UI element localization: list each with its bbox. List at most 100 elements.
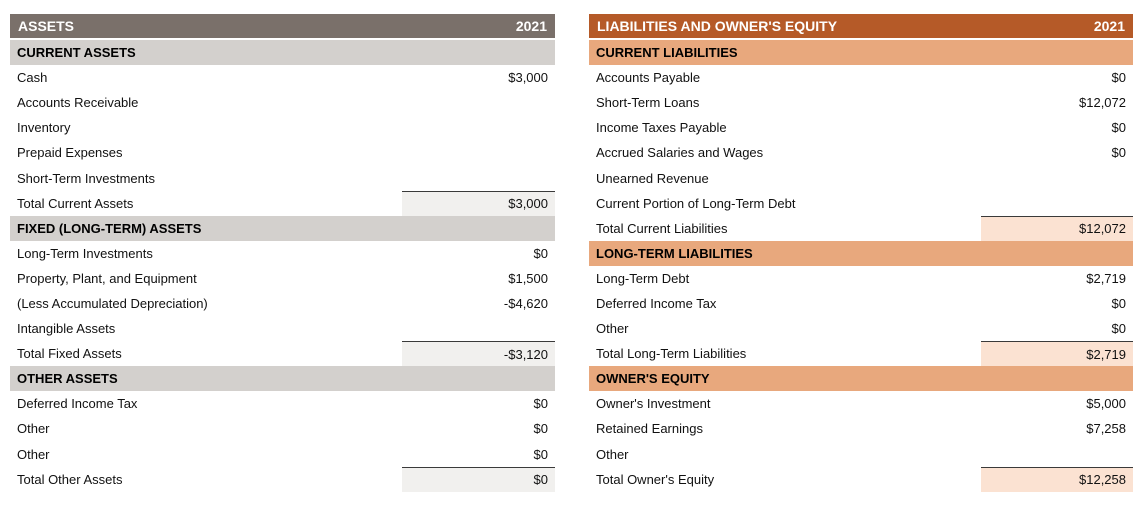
total-value: $3,000 bbox=[402, 190, 555, 216]
line-item-row: (Less Accumulated Depreciation) -$4,620 bbox=[10, 291, 555, 316]
line-item-row: Prepaid Expenses bbox=[10, 140, 555, 165]
total-value: $0 bbox=[402, 466, 555, 492]
line-item-label: Accounts Payable bbox=[596, 70, 701, 86]
total-row: Total Current Liabilities $12,072 bbox=[589, 215, 1133, 241]
assets-title: ASSETS bbox=[18, 18, 75, 34]
line-item-label: Other bbox=[596, 446, 629, 462]
line-item-row: Short-Term Loans $12,072 bbox=[589, 90, 1133, 115]
total-label: Total Current Liabilities bbox=[596, 220, 728, 236]
line-item-row: Other $0 bbox=[10, 416, 555, 441]
total-value: $12,072 bbox=[980, 215, 1133, 241]
line-item-value[interactable]: $2,719 bbox=[1086, 270, 1126, 286]
line-item-row: Accounts Receivable bbox=[10, 90, 555, 115]
line-item-value[interactable]: $0 bbox=[1111, 321, 1126, 337]
line-item-value[interactable]: $5,000 bbox=[1086, 396, 1126, 412]
line-item-value[interactable] bbox=[402, 90, 555, 115]
line-item-value[interactable]: $7,258 bbox=[1086, 421, 1126, 437]
assets-header-row: ASSETS 2021 bbox=[10, 14, 555, 40]
line-item-value[interactable] bbox=[402, 165, 555, 190]
line-item-label: Long-Term Investments bbox=[17, 245, 153, 261]
line-item-value[interactable]: $0 bbox=[1111, 145, 1126, 161]
line-item-value[interactable]: $0 bbox=[1111, 120, 1126, 136]
line-item-row: Inventory bbox=[10, 115, 555, 140]
line-item-label: Income Taxes Payable bbox=[596, 120, 727, 136]
line-item-row: Current Portion of Long-Term Debt bbox=[589, 191, 1133, 216]
line-item-label: Short-Term Investments bbox=[17, 170, 155, 186]
section-header-row: OWNER'S EQUITY bbox=[589, 366, 1133, 392]
line-item-label: Current Portion of Long-Term Debt bbox=[596, 195, 796, 211]
section-header-row: LONG-TERM LIABILITIES bbox=[589, 240, 1133, 266]
line-item-row: Intangible Assets bbox=[10, 316, 555, 341]
line-item-row: Deferred Income Tax $0 bbox=[10, 391, 555, 416]
line-item-label: Long-Term Debt bbox=[596, 270, 690, 286]
liabilities-equity-table: LIABILITIES AND OWNER'S EQUITY 2021 CURR… bbox=[589, 14, 1133, 492]
line-item-row: Other $0 bbox=[10, 442, 555, 467]
line-item-label: Other bbox=[17, 421, 50, 437]
line-item-value[interactable] bbox=[402, 115, 555, 140]
line-item-row: Deferred Income Tax $0 bbox=[589, 291, 1133, 316]
total-value: -$3,120 bbox=[402, 341, 555, 367]
line-item-value[interactable]: $3,000 bbox=[508, 70, 548, 86]
total-row: Total Long-Term Liabilities $2,719 bbox=[589, 341, 1133, 367]
total-label: Total Owner's Equity bbox=[596, 471, 715, 487]
line-item-label: Deferred Income Tax bbox=[17, 396, 138, 412]
line-item-row: Cash $3,000 bbox=[10, 65, 555, 90]
liabilities-equity-header-row: LIABILITIES AND OWNER'S EQUITY 2021 bbox=[589, 14, 1133, 40]
line-item-value[interactable] bbox=[981, 191, 1133, 216]
total-value: $12,258 bbox=[980, 466, 1133, 492]
line-item-row: Property, Plant, and Equipment $1,500 bbox=[10, 266, 555, 291]
line-item-label: Inventory bbox=[17, 120, 71, 136]
line-item-value[interactable]: $1,500 bbox=[508, 270, 548, 286]
line-item-row: Owner's Investment $5,000 bbox=[589, 391, 1133, 416]
line-item-value[interactable]: $0 bbox=[1111, 295, 1126, 311]
line-item-row: Income Taxes Payable $0 bbox=[589, 115, 1133, 140]
line-item-value[interactable] bbox=[981, 442, 1133, 467]
assets-table: ASSETS 2021 CURRENT ASSETS Cash $3,000 Acco… bbox=[10, 14, 555, 492]
line-item-label: Short-Term Loans bbox=[596, 95, 700, 111]
line-item-label: Accrued Salaries and Wages bbox=[596, 145, 764, 161]
assets-year-label: 2021 bbox=[515, 18, 547, 34]
line-item-value[interactable]: $0 bbox=[1111, 70, 1126, 86]
line-item-row: Long-Term Investments $0 bbox=[10, 241, 555, 266]
line-item-value[interactable]: $12,072 bbox=[1079, 95, 1126, 111]
line-item-value[interactable]: $0 bbox=[533, 446, 548, 462]
line-item-value[interactable]: -$4,620 bbox=[503, 295, 548, 311]
line-item-value[interactable]: $0 bbox=[533, 421, 548, 437]
line-item-value[interactable] bbox=[981, 165, 1133, 190]
line-item-row: Accounts Payable $0 bbox=[589, 65, 1133, 90]
section-header-row: FIXED (LONG-TERM) ASSETS bbox=[10, 215, 555, 241]
line-item-row: Other $0 bbox=[589, 316, 1133, 341]
line-item-row: Short-Term Investments bbox=[10, 165, 555, 190]
line-item-row: Accrued Salaries and Wages $0 bbox=[589, 140, 1133, 165]
section-header-row: CURRENT ASSETS bbox=[10, 40, 555, 66]
line-item-label: Owner's Investment bbox=[596, 396, 711, 412]
total-row: Total Fixed Assets -$3,120 bbox=[10, 341, 555, 367]
line-item-row: Other bbox=[589, 442, 1133, 467]
line-item-label: Retained Earnings bbox=[596, 421, 703, 437]
total-label: Total Other Assets bbox=[17, 471, 123, 487]
line-item-label: Cash bbox=[17, 70, 48, 86]
line-item-label: Accounts Receivable bbox=[17, 95, 139, 111]
line-item-label: Other bbox=[596, 321, 629, 337]
line-item-label: Prepaid Expenses bbox=[17, 145, 123, 161]
section-header-row: OTHER ASSETS bbox=[10, 366, 555, 392]
line-item-value[interactable]: $0 bbox=[533, 396, 548, 412]
line-item-value[interactable] bbox=[402, 140, 555, 165]
line-item-row: Retained Earnings $7,258 bbox=[589, 416, 1133, 441]
total-label: Total Current Assets bbox=[17, 195, 134, 211]
total-label: Total Long-Term Liabilities bbox=[596, 346, 747, 362]
total-row: Total Other Assets $0 bbox=[10, 466, 555, 492]
line-item-row: Unearned Revenue bbox=[589, 165, 1133, 190]
section-header-row: CURRENT LIABILITIES bbox=[589, 40, 1133, 66]
total-label: Total Fixed Assets bbox=[17, 346, 122, 362]
line-item-label: (Less Accumulated Depreciation) bbox=[17, 295, 208, 311]
line-item-label: Property, Plant, and Equipment bbox=[17, 270, 197, 286]
total-row: Total Owner's Equity $12,258 bbox=[589, 466, 1133, 492]
line-item-label: Intangible Assets bbox=[17, 321, 116, 337]
total-value: $2,719 bbox=[980, 341, 1133, 367]
liabilities-equity-year-label: 2021 bbox=[1093, 18, 1125, 34]
liabilities-equity-title: LIABILITIES AND OWNER'S EQUITY bbox=[597, 18, 838, 34]
line-item-value[interactable] bbox=[402, 316, 555, 341]
line-item-value[interactable]: $0 bbox=[533, 245, 548, 261]
